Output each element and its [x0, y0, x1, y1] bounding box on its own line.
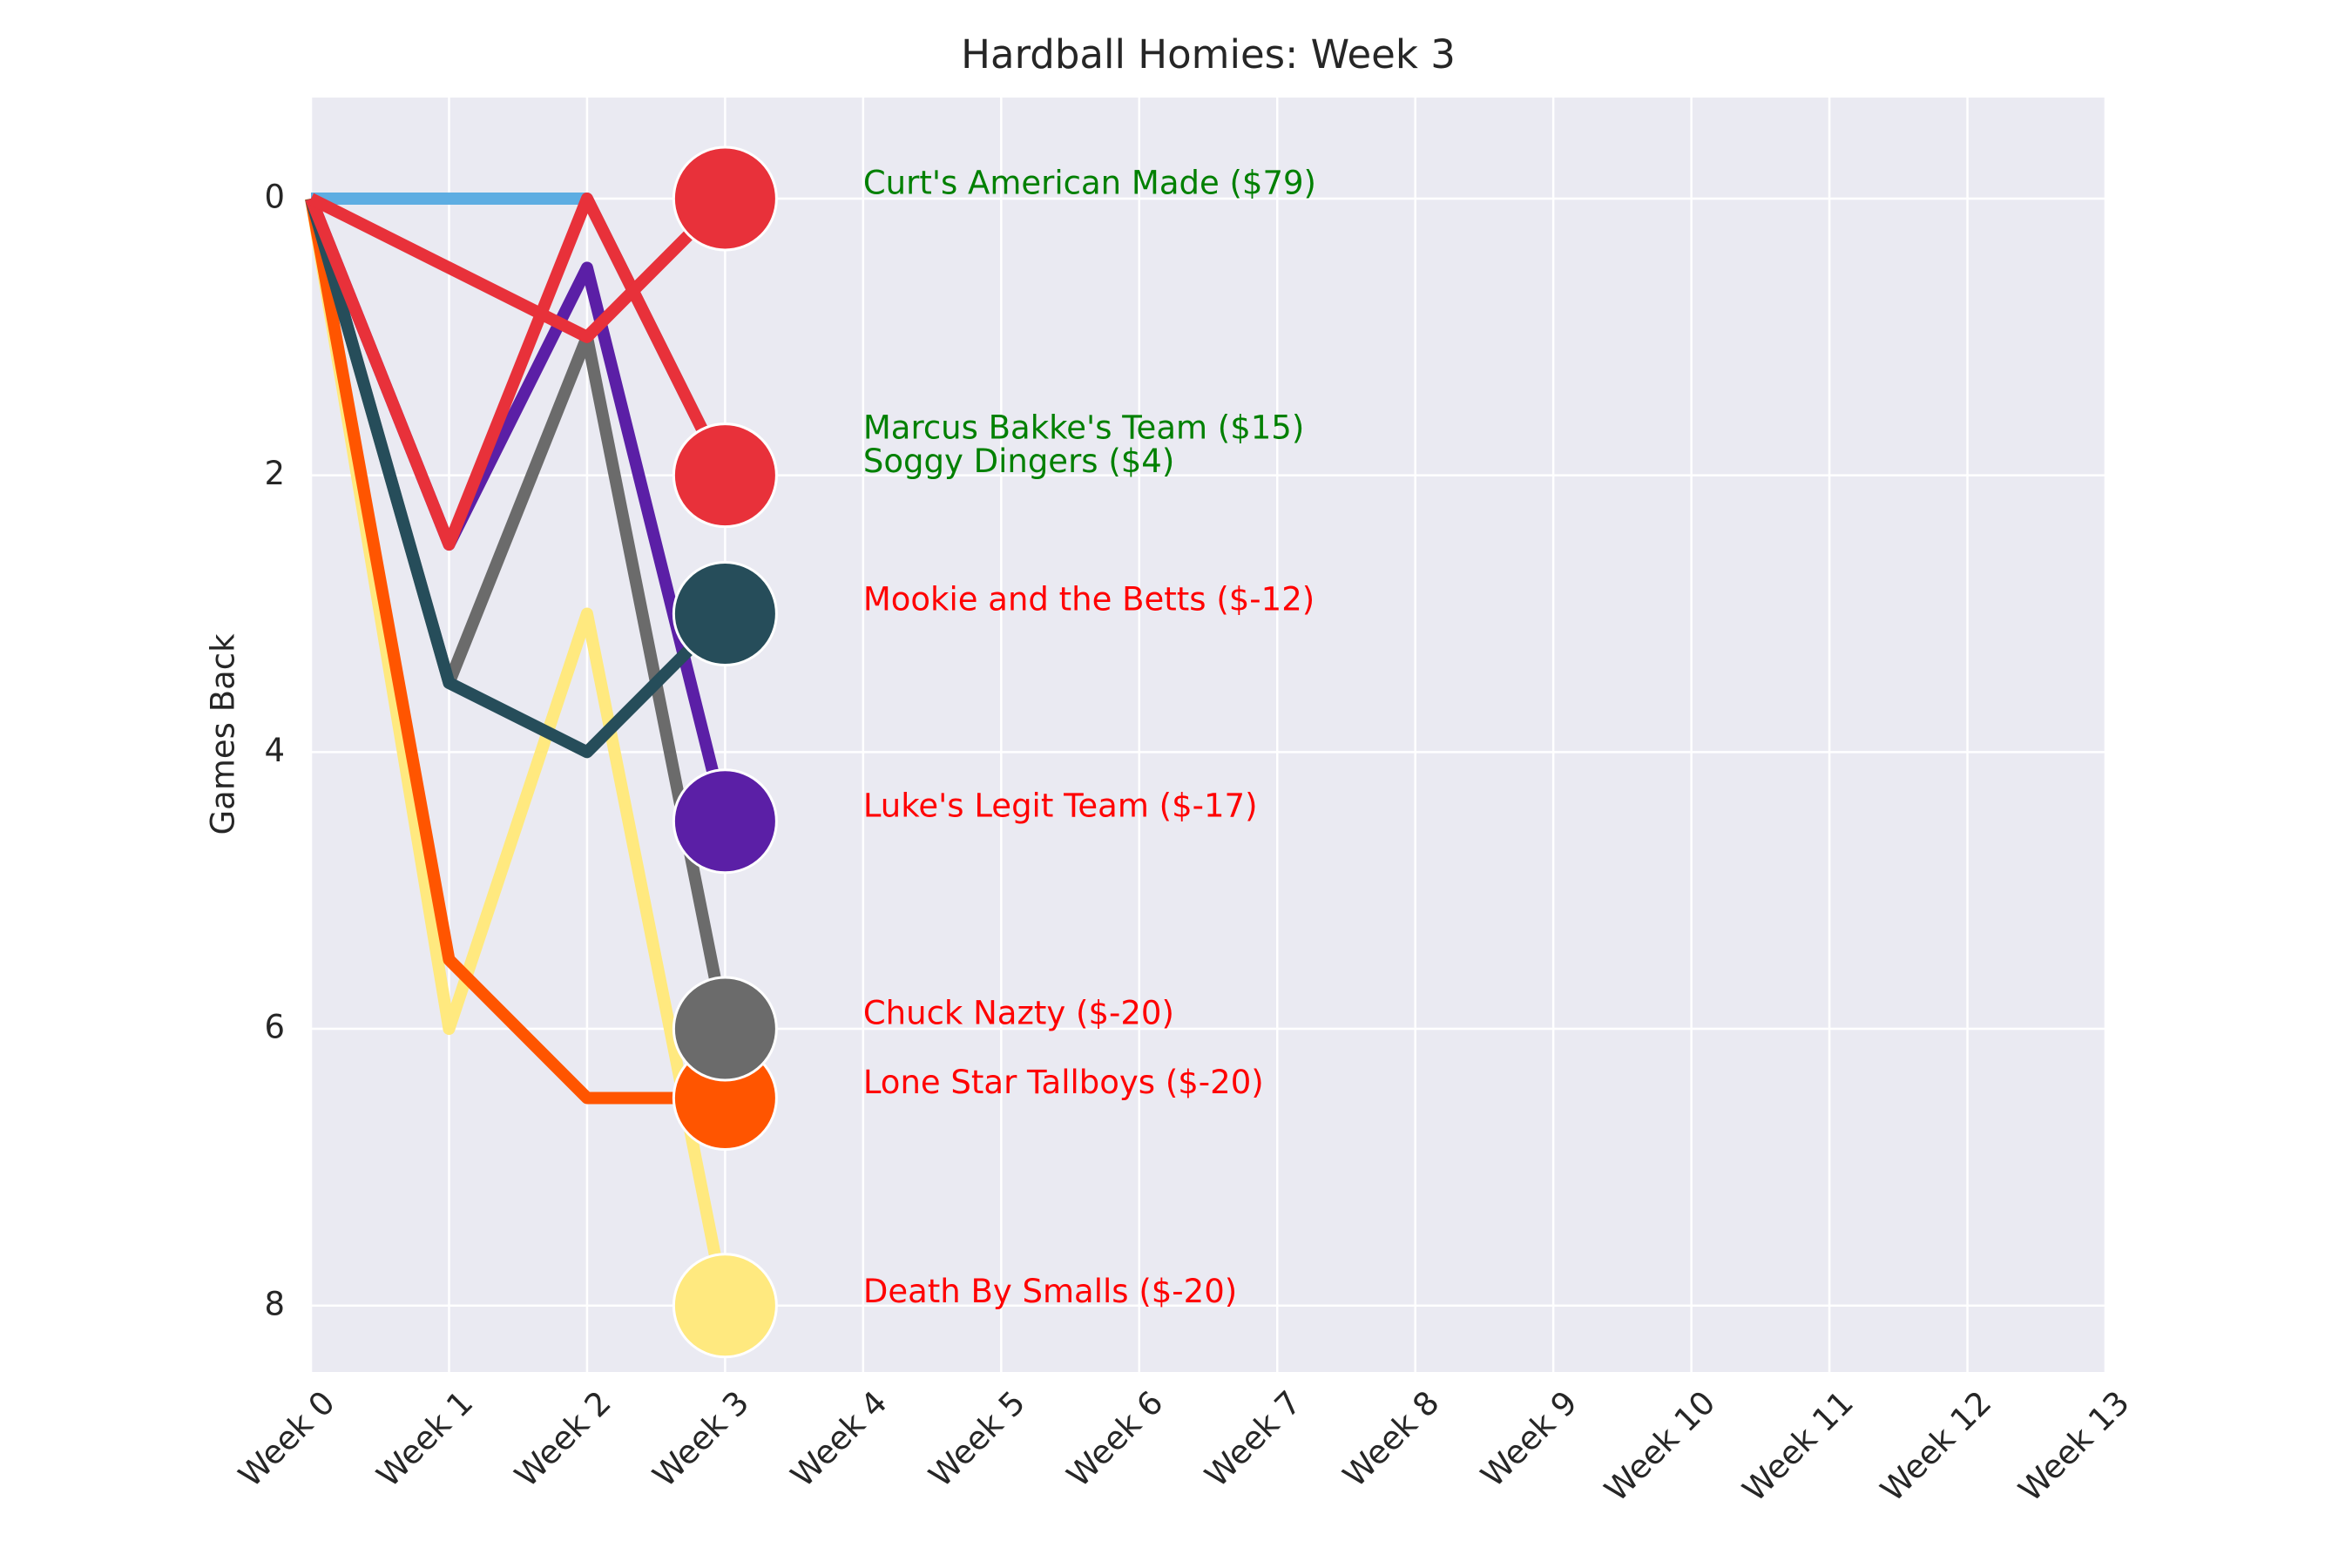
x-tick-label: Week 2 [508, 1383, 618, 1494]
team-icon [672, 561, 778, 667]
series-line [305, 197, 732, 1308]
annotation: Mookie and the Betts ($-12) [863, 581, 1315, 618]
annotation: Curt's American Made ($79) [863, 165, 1316, 202]
series-line [305, 197, 726, 1105]
chart-title: Hardball Homies: Week 3 [961, 31, 1456, 78]
x-tick-label: Week 11 [1735, 1383, 1861, 1509]
team-icon [672, 1253, 778, 1359]
annotation: Luke's Legit Team ($-17) [863, 787, 1258, 824]
y-axis-label: Games Back [205, 633, 242, 835]
annotation: Soggy Dingers ($4) [863, 443, 1174, 480]
annotation: Lone Star Tallboys ($-20) [863, 1064, 1264, 1101]
team-icon [672, 976, 778, 1082]
y-tick-label: 4 [264, 732, 285, 769]
series-line [305, 197, 730, 759]
team-icon [672, 145, 778, 252]
x-tick-label: Week 3 [645, 1383, 756, 1494]
series-line [308, 193, 730, 343]
x-tick-label: Week 9 [1474, 1383, 1585, 1494]
annotation: Marcus Bakke's Team ($15) [863, 409, 1304, 447]
annotation: Chuck Nazty ($-20) [863, 995, 1174, 1032]
x-tick-label: Week 4 [784, 1383, 895, 1494]
y-tick-label: 2 [264, 455, 285, 492]
x-tick-label: Week 12 [1874, 1383, 1999, 1509]
y-tick-label: 6 [264, 1009, 285, 1046]
x-tick-label: Week 0 [232, 1383, 342, 1494]
team-icon [672, 422, 778, 529]
team-icon [672, 768, 778, 875]
x-tick-label: Week 10 [1598, 1383, 1723, 1509]
x-tick-label: Week 13 [2011, 1383, 2137, 1509]
x-tick-label: Week 5 [922, 1383, 1032, 1494]
x-tick-label: Week 7 [1198, 1383, 1308, 1494]
series-line [305, 192, 731, 551]
y-tick-label: 8 [264, 1285, 285, 1322]
x-tick-label: Week 6 [1059, 1383, 1170, 1494]
annotation: Death By Smalls ($-20) [863, 1273, 1237, 1310]
y-tick-label: 0 [264, 178, 285, 215]
x-tick-label: Week 1 [369, 1383, 480, 1494]
x-tick-label: Week 8 [1335, 1383, 1446, 1494]
